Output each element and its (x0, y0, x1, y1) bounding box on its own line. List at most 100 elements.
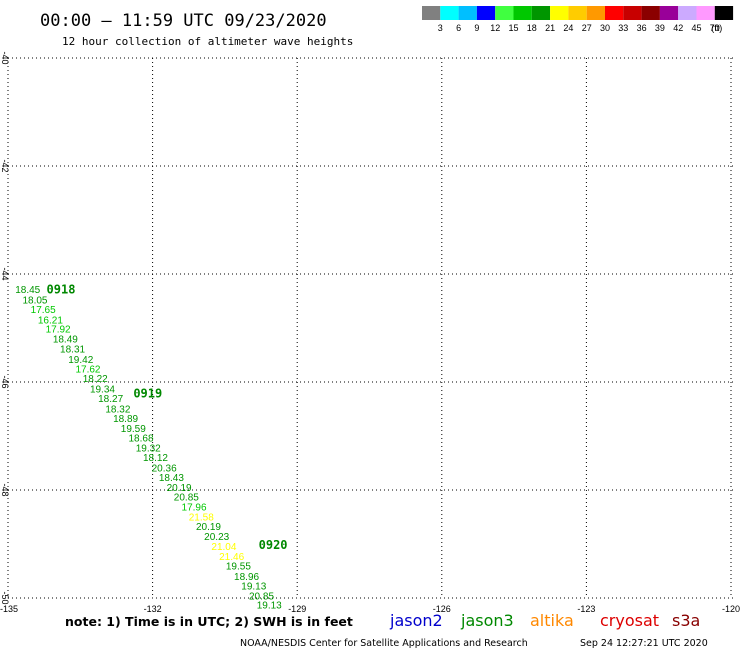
x-axis-ticks: -135 -132 -129 -126 -123 -120 (0, 604, 740, 614)
colorbar-swatch (696, 6, 715, 20)
pass-label: 0918 (47, 283, 76, 297)
satellite-legend-s3a: s3a (672, 611, 700, 630)
wave-height-point: 20.85 (249, 591, 274, 602)
colorbar-swatch (678, 6, 697, 20)
y-tick-label: -46 (0, 375, 10, 388)
x-tick-label: -120 (722, 604, 740, 614)
wave-height-point: 18.43 (159, 473, 184, 484)
colorbar-unit: (ft) (711, 23, 722, 33)
colorbar-label: 12 (490, 23, 500, 33)
wave-height-point: 19.13 (241, 582, 266, 593)
colorbar-label: 15 (508, 23, 518, 33)
wave-height-point: 20.23 (204, 532, 229, 543)
wave-height-point: 19.42 (68, 355, 93, 366)
colorbar-swatch (568, 6, 587, 20)
colorbar-swatch (550, 6, 569, 20)
footer-credit: NOAA/NESDIS Center for Satellite Applica… (240, 638, 528, 649)
wave-height-point: 18.45 (15, 285, 40, 296)
colorbar-label: 70 (710, 23, 720, 33)
colorbar-swatch (659, 6, 679, 20)
x-tick-label: -135 (0, 604, 18, 614)
wave-height-point: 18.27 (98, 394, 123, 405)
wave-height-point: 20.19 (167, 483, 192, 494)
wave-height-point: 21.04 (211, 542, 236, 553)
colorbar-label: 9 (474, 23, 479, 33)
colorbar-label: 6 (456, 23, 461, 33)
pass-label: 0920 (259, 538, 288, 552)
wave-height-point: 19.32 (136, 443, 161, 454)
wave-height-point: 18.05 (22, 295, 47, 306)
colorbar-label: 30 (600, 23, 610, 33)
colorbar-label: 21 (545, 23, 555, 33)
wave-height-point: 17.62 (75, 365, 100, 376)
wave-height-point: 17.96 (182, 503, 207, 514)
wave-height-point: 19.34 (90, 384, 115, 395)
wave-height-point: 18.49 (53, 334, 78, 345)
wave-height-point: 21.58 (189, 512, 214, 523)
colorbar-swatch (714, 6, 734, 20)
x-tick-label: -123 (577, 604, 595, 614)
wave-height-point: 17.92 (46, 325, 71, 336)
y-tick-label: -48 (0, 483, 10, 496)
wave-height-point: 19.55 (226, 562, 251, 573)
colorbar-swatch (458, 6, 477, 20)
chart-subtitle: 12 hour collection of altimeter wave hei… (62, 35, 353, 48)
colorbar-swatch (513, 6, 532, 20)
colorbar-swatch (476, 6, 496, 20)
colorbar-label: 27 (582, 23, 592, 33)
wave-height-point: 20.36 (152, 463, 177, 474)
satellite-legend-altika: altika (530, 611, 574, 630)
y-tick-label: -40 (0, 51, 10, 64)
pass-labels: 0918 0919 0920 (47, 283, 288, 552)
satellite-legend-jason2: jason2 (389, 611, 443, 630)
x-tick-label: -129 (288, 604, 306, 614)
wave-height-point: 18.12 (143, 453, 168, 464)
colorbar-swatch (495, 6, 514, 20)
y-tick-label: -50 (0, 591, 10, 604)
wave-height-point: 19.59 (121, 424, 146, 435)
colorbar-label: 24 (563, 23, 573, 33)
footer-timestamp: Sep 24 12:27:21 UTC 2020 (580, 638, 708, 649)
wave-height-point: 20.85 (174, 492, 199, 503)
y-tick-label: -44 (0, 267, 10, 280)
wave-height-point: 18.22 (83, 374, 108, 385)
wave-height-point: 18.89 (113, 414, 138, 425)
note-text: note: 1) Time is in UTC; 2) SWH is in fe… (65, 614, 353, 629)
wave-height-point: 18.32 (105, 404, 130, 415)
wave-height-point: 20.19 (196, 522, 221, 533)
y-axis-ticks: -40 -42 -44 -46 -48 -50 (0, 51, 10, 604)
colorbar-swatch (531, 6, 551, 20)
x-tick-label: -126 (433, 604, 451, 614)
wave-height-point: 19.13 (257, 600, 282, 611)
colorbar-legend: 3 6 9 12 15 18 21 24 27 30 33 36 39 42 45 70(ft) (422, 6, 734, 33)
satellite-legend: jason2 jason3 altika cryosat s3a (389, 611, 700, 630)
colorbar-swatch (422, 6, 441, 20)
colorbar-label: 3 (438, 23, 443, 33)
wave-height-point: 18.68 (129, 434, 154, 445)
colorbar-swatch (641, 6, 660, 20)
wave-height-point: 17.65 (31, 305, 56, 316)
plot-grid (7, 57, 735, 599)
satellite-legend-jason3: jason3 (460, 611, 514, 630)
wave-height-point: 18.96 (234, 572, 259, 583)
colorbar-label: 36 (637, 23, 647, 33)
colorbar-swatch (586, 6, 605, 20)
wave-height-point: 18.31 (60, 345, 85, 356)
colorbar-swatch (605, 6, 624, 20)
x-tick-label: -132 (144, 604, 162, 614)
pass-label: 0919 (133, 386, 162, 400)
y-tick-label: -42 (0, 159, 10, 172)
colorbar-label: 42 (673, 23, 683, 33)
colorbar-label: 45 (691, 23, 701, 33)
colorbar-label: 33 (618, 23, 628, 33)
wave-height-point: 16.21 (38, 315, 63, 326)
colorbar-label: 18 (527, 23, 537, 33)
wave-height-point: 21.46 (219, 552, 244, 563)
chart-title: 00:00 – 11:59 UTC 09/23/2020 (40, 11, 327, 31)
colorbar-swatch (440, 6, 459, 20)
colorbar-swatch (623, 6, 642, 20)
satellite-legend-cryosat: cryosat (600, 611, 659, 630)
wave-height-points: 18.4518.0517.6516.2117.9218.4918.3119.42… (15, 285, 282, 611)
colorbar-label: 39 (655, 23, 665, 33)
